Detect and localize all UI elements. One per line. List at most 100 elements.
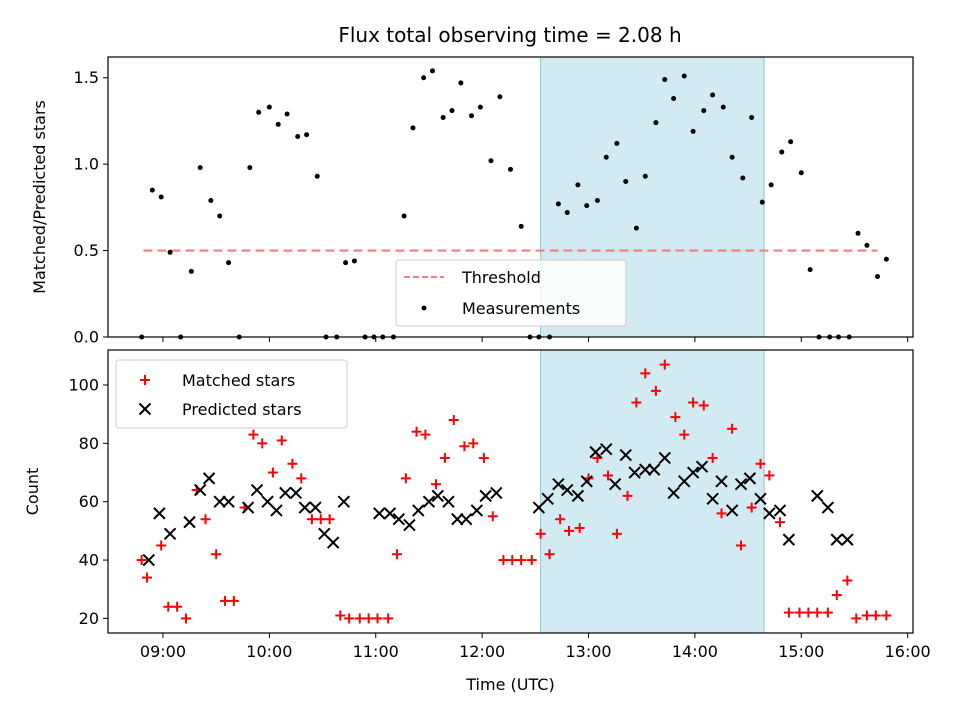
measurement-point — [653, 120, 659, 126]
predicted-star-point — [279, 486, 292, 500]
measurement-point — [429, 68, 435, 74]
matched-stars-legend-label: Matched stars — [182, 371, 295, 390]
matched-star-point — [172, 601, 183, 612]
measurement-point — [883, 256, 889, 262]
predicted-star-point — [580, 475, 593, 488]
measurement-point — [603, 154, 609, 160]
matched-star-point — [881, 610, 892, 621]
measurement-point — [401, 213, 407, 219]
y-tick-label: 1.5 — [74, 68, 99, 87]
predicted-star-point — [289, 486, 303, 500]
predicted-star-point — [695, 460, 709, 473]
top-panel-legend-box — [395, 259, 627, 327]
matched-star-point — [812, 607, 823, 618]
measurement-point — [314, 173, 320, 179]
predicted-stars-legend-marker — [138, 402, 152, 416]
matched-star-point — [851, 613, 862, 624]
matched-star-point — [448, 415, 459, 426]
measurements-legend-label: Measurements — [462, 299, 580, 318]
predicted-star-point — [619, 448, 632, 462]
matched-star-point — [650, 385, 661, 396]
bottom-panel-shaded-interval — [540, 349, 765, 634]
top-panel-y-axis-label: Matched/Predicted stars — [30, 100, 49, 294]
y-tick-label: 80 — [79, 434, 99, 453]
top-panel-frame — [107, 56, 914, 338]
y-tick-label: 40 — [79, 551, 99, 570]
figure-title: Flux total observing time = 2.08 h — [338, 23, 681, 47]
measurement-point — [458, 80, 464, 86]
measurement-point — [410, 125, 416, 131]
measurement-point — [343, 260, 349, 266]
measurement-point — [440, 114, 446, 120]
measurement-point — [421, 75, 427, 81]
predicted-star-point — [183, 515, 196, 529]
measurement-point — [875, 274, 881, 280]
matched-star-point — [870, 610, 881, 621]
matched-star-point — [439, 452, 450, 463]
measurement-point — [284, 111, 290, 117]
matched-star-point — [431, 479, 442, 490]
matched-star-point — [487, 511, 498, 522]
measurement-point — [266, 104, 272, 110]
measurement-point — [149, 187, 155, 193]
predicted-star-point — [442, 495, 455, 508]
bottom-panel-x-axis: 09:00 10:00 11:00 12:00 13:00 14:00 15:00 16:00 — [140, 633, 931, 661]
matched-stars-legend-marker — [140, 375, 150, 385]
matched-star-point — [136, 555, 147, 566]
matched-star-point — [842, 575, 853, 586]
measurement-point — [575, 182, 581, 188]
measurement-point — [275, 121, 281, 127]
predicted-star-point — [213, 495, 226, 508]
matched-star-point — [716, 508, 727, 519]
bottom-panel-y-axis-label: Count — [23, 468, 42, 516]
predicted-star-point — [782, 533, 796, 546]
y-tick-label: 0.5 — [74, 241, 99, 260]
measurement-point — [671, 95, 677, 101]
matched-star-point — [670, 412, 681, 423]
measurement-point — [158, 194, 164, 200]
matched-star-point — [181, 613, 192, 624]
predicted-star-point — [403, 518, 416, 532]
measurement-point — [449, 108, 455, 114]
predicted-star-point — [541, 492, 554, 506]
bottom-panel-frame — [107, 349, 914, 634]
matched-star-point — [459, 441, 470, 452]
matched-star-point — [831, 590, 842, 601]
predicted-star-point — [830, 533, 843, 546]
predicted-star-point — [706, 492, 719, 506]
predicted-star-point — [153, 507, 166, 520]
top-panel-legend: Threshold Measurements — [395, 259, 627, 327]
matched-star-point — [324, 514, 335, 525]
x-tick-label: 11:00 — [353, 642, 399, 661]
top-panel-x-ticks — [162, 337, 909, 342]
measurement-point — [623, 178, 629, 184]
predicted-star-point — [337, 495, 351, 508]
predicted-star-point — [600, 442, 613, 456]
matched-star-point — [392, 549, 403, 560]
measurement-point — [633, 225, 639, 231]
matched-star-point — [688, 397, 699, 408]
top-panel-y-axis: 0.0 0.5 1.0 1.5 — [74, 68, 108, 347]
predicted-star-point — [373, 507, 386, 520]
matched-star-point — [354, 613, 365, 624]
predicted-star-point — [392, 513, 406, 526]
x-tick-label: 16:00 — [885, 642, 931, 661]
predicted-star-point — [628, 466, 641, 479]
measurement-point — [226, 260, 232, 266]
measurement-point — [690, 128, 696, 134]
matched-star-point — [727, 423, 738, 434]
bottom-panel-y-axis: 20 40 60 80 100 — [68, 376, 108, 628]
predicted-star-point — [686, 466, 700, 479]
matched-star-point — [707, 452, 718, 463]
predicted-star-point — [298, 501, 312, 514]
measurement-point — [477, 104, 483, 110]
matched-star-point — [411, 426, 422, 437]
predicted-star-point — [773, 504, 787, 517]
matched-star-point — [228, 595, 239, 606]
measurement-point — [740, 175, 746, 181]
matched-star-point — [276, 435, 287, 446]
predicted-star-point — [412, 504, 425, 517]
matched-star-point — [478, 452, 489, 463]
predicted-star-point — [431, 489, 445, 503]
matched-star-point — [257, 438, 268, 449]
